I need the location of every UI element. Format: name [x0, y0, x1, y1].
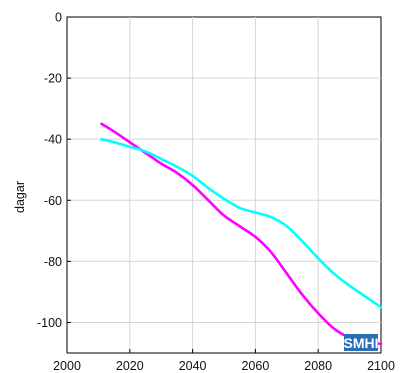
x-tick-label: 2060	[241, 359, 269, 373]
y-tick-label: -60	[44, 194, 62, 208]
y-tick-label: -80	[44, 255, 62, 269]
series-line-cyan	[100, 137, 383, 309]
tick-labels: 2000 2020 2040 2060 2080 2100 0 -20 -40 -60 -80 -10…	[37, 11, 395, 373]
y-tick-label: 0	[55, 11, 62, 25]
y-tick-label: -100	[37, 316, 62, 330]
x-tick-label: 2080	[304, 359, 332, 373]
x-tick-label: 2040	[179, 359, 207, 373]
y-tick-label: -40	[44, 133, 62, 147]
y-axis-title: dagar	[13, 181, 27, 213]
series-line-magenta	[100, 122, 383, 346]
y-tick-label: -20	[44, 72, 62, 86]
x-tick-label: 2000	[53, 359, 81, 373]
smhi-logo: SMHI	[344, 334, 379, 351]
series-layer	[100, 122, 383, 346]
grid	[66, 16, 382, 353]
x-tick-label: 2100	[367, 359, 395, 373]
smhi-logo-text: SMHI	[344, 335, 379, 351]
plot-area	[66, 16, 382, 354]
x-tick-label: 2020	[116, 359, 144, 373]
